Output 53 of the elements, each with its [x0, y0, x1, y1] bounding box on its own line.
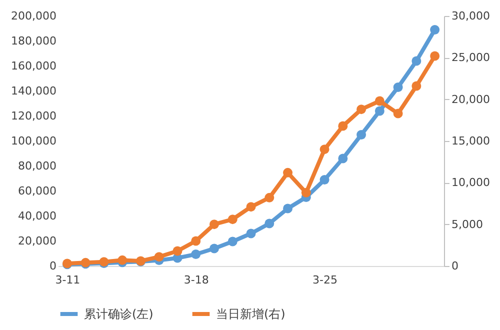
point — [264, 218, 274, 228]
point — [356, 130, 366, 140]
y2-tick-label: 20,000 — [452, 92, 490, 106]
y-tick-label: 120,000 — [11, 110, 56, 122]
point — [320, 175, 330, 184]
point — [374, 106, 384, 116]
point — [191, 236, 201, 246]
y-tick-label: 60,000 — [18, 184, 56, 198]
point — [320, 144, 330, 154]
y-tick-label: 0 — [50, 260, 56, 272]
point — [412, 81, 422, 91]
x-tick-label: 3-11 — [55, 274, 80, 286]
y-tick-label: 140,000 — [11, 84, 56, 98]
y-tick-label: 80,000 — [18, 160, 56, 172]
point — [209, 244, 219, 254]
point — [172, 246, 182, 256]
point — [338, 121, 348, 131]
y-tick-label: 180,000 — [11, 34, 56, 48]
point — [228, 236, 238, 246]
point — [246, 202, 256, 212]
point — [393, 108, 403, 118]
point — [338, 154, 348, 164]
point — [374, 96, 384, 106]
legend-label: 累计确诊(左) — [84, 307, 154, 321]
y2-tick-label: 10,000 — [452, 176, 490, 190]
y-tick-label: 20,000 — [18, 234, 56, 248]
point — [228, 214, 238, 224]
y-tick-label: 160,000 — [11, 60, 56, 72]
point — [393, 82, 403, 92]
point — [154, 252, 164, 262]
y2-tick-label: 0 — [452, 260, 458, 272]
point — [209, 220, 219, 230]
point — [264, 192, 274, 202]
point — [283, 168, 293, 178]
point — [430, 51, 440, 61]
x-tick-label: 3-18 — [184, 274, 209, 286]
y2-tick-label: 5,000 — [452, 218, 483, 231]
point — [412, 56, 422, 66]
point — [356, 104, 366, 114]
point — [246, 228, 256, 238]
x-tick-label: 3-25 — [312, 274, 338, 286]
point — [430, 25, 440, 34]
point — [118, 255, 128, 265]
legend-label: 当日新增(右) — [216, 307, 286, 321]
point — [191, 250, 201, 259]
y2-tick-label: 15,000 — [452, 134, 490, 148]
y2-tick-label: 25,000 — [452, 51, 490, 64]
y-tick-label: 40,000 — [18, 210, 56, 222]
point — [283, 204, 293, 214]
y-tick-label: 100,000 — [11, 134, 56, 148]
point — [301, 188, 311, 198]
y-tick-label: 200,000 — [11, 10, 56, 22]
y2-tick-label: 30,000 — [452, 10, 490, 22]
